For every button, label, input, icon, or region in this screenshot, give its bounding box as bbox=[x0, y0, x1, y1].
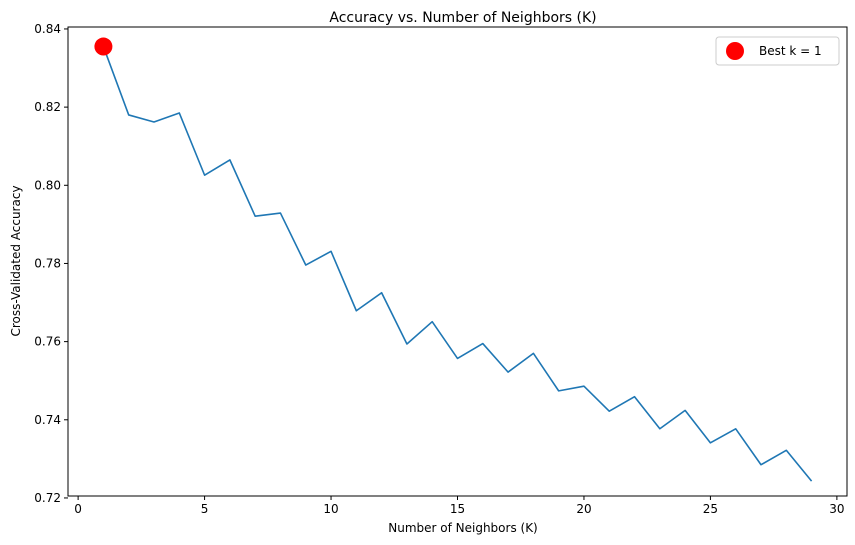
highlight-layer bbox=[94, 37, 113, 56]
x-axis-label: Number of Neighbors (K) bbox=[388, 521, 538, 535]
y-tick-label: 0.74 bbox=[34, 413, 61, 427]
legend-label: Best k = 1 bbox=[759, 44, 822, 58]
x-tick-label: 15 bbox=[450, 502, 465, 516]
plot-frame bbox=[67, 26, 848, 497]
y-tick-label: 0.72 bbox=[34, 491, 61, 505]
y-tick-label: 0.78 bbox=[34, 256, 61, 270]
x-tick-label: 5 bbox=[201, 502, 209, 516]
series-layer bbox=[102, 46, 813, 482]
x-tick-label: 0 bbox=[74, 502, 82, 516]
x-axis-ticks: 0 5 10 15 20 25 30 bbox=[74, 496, 845, 516]
x-tick-label: 20 bbox=[576, 502, 591, 516]
best-k-marker bbox=[94, 37, 113, 56]
y-tick-label: 0.84 bbox=[34, 22, 61, 36]
y-tick-label: 0.80 bbox=[34, 178, 61, 192]
x-tick-label: 25 bbox=[703, 502, 718, 516]
x-tick-label: 30 bbox=[829, 502, 844, 516]
y-axis-ticks: 0.72 0.74 0.76 0.78 0.80 0.82 0.84 bbox=[34, 22, 68, 505]
y-axis-label: Cross-Validated Accuracy bbox=[9, 185, 23, 336]
legend-box bbox=[715, 36, 840, 66]
y-tick-label: 0.82 bbox=[34, 100, 61, 114]
chart-title: Accuracy vs. Number of Neighbors (K) bbox=[329, 10, 596, 26]
y-tick-label: 0.76 bbox=[34, 335, 61, 349]
legend-marker bbox=[726, 42, 744, 60]
x-tick-label: 10 bbox=[323, 502, 338, 516]
legend: Best k = 1 bbox=[715, 36, 840, 66]
